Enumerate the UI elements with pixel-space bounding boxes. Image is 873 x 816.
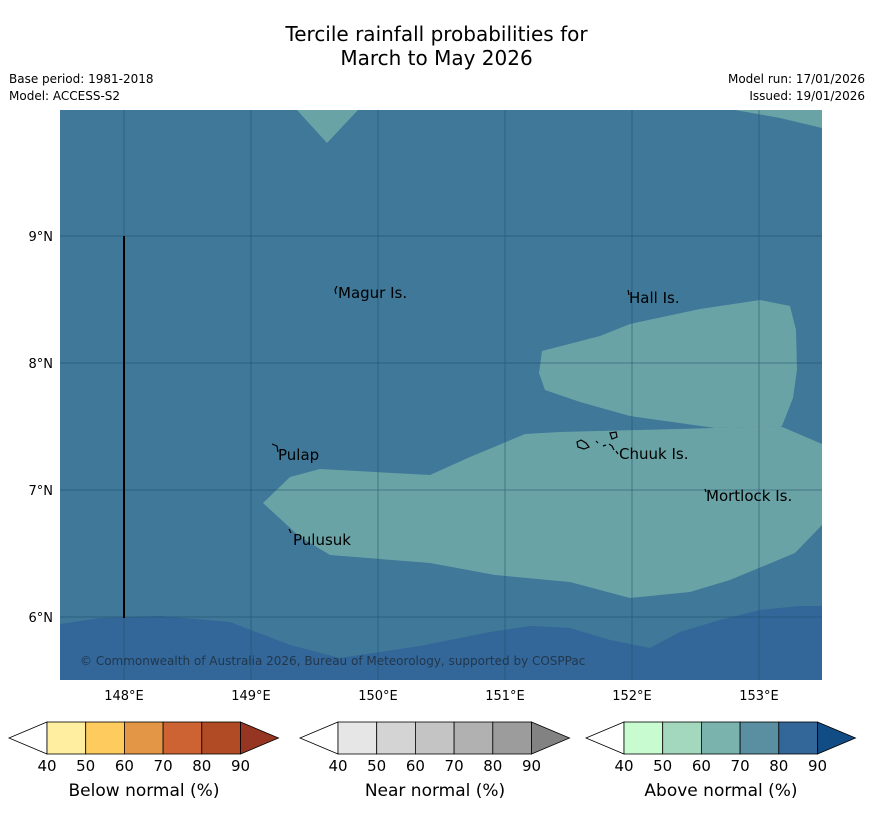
place-mortlock: Mortlock Is. bbox=[706, 487, 792, 505]
title-line-2: March to May 2026 bbox=[340, 46, 533, 70]
lat-tick-9: 9°N bbox=[29, 230, 54, 245]
colorbar-segment bbox=[162, 721, 203, 755]
colorbar-segment bbox=[46, 721, 87, 755]
colorbar-tick-label: 50 bbox=[653, 757, 672, 775]
colorbar-tick-label: 80 bbox=[192, 757, 211, 775]
colorbar-segment bbox=[453, 721, 494, 755]
place-chuuk: Chuuk Is. bbox=[619, 445, 688, 463]
colorbar-extend-high bbox=[531, 721, 571, 755]
colorbar-label-below: Below normal (%) bbox=[68, 781, 220, 801]
issued-date: Issued: 19/01/2026 bbox=[749, 89, 865, 103]
colorbar-segment bbox=[337, 721, 378, 755]
colorbar-tick-label: 60 bbox=[406, 757, 425, 775]
island-chuuk bbox=[576, 431, 619, 455]
lon-tick-153: 153°E bbox=[739, 689, 779, 704]
island-magur bbox=[334, 285, 338, 295]
map-area: Magur Is. Hall Is. Pulap Chuuk Is. Mortl… bbox=[60, 110, 822, 680]
colorbar-tick-label: 80 bbox=[769, 757, 788, 775]
title-line-1: Tercile rainfall probabilities for bbox=[285, 22, 588, 46]
map-title: Tercile rainfall probabilities for March… bbox=[0, 22, 873, 70]
colorbar-tick-label: 60 bbox=[115, 757, 134, 775]
colorbar-tick-label: 40 bbox=[37, 757, 56, 775]
model-run: Model run: 17/01/2026 bbox=[727, 72, 865, 86]
colorbar-tick-label: 70 bbox=[154, 757, 173, 775]
colorbar-tick-label: 90 bbox=[522, 757, 541, 775]
island-pulusuk bbox=[288, 528, 292, 534]
colorbar-extend-high bbox=[240, 721, 280, 755]
island-mortlock bbox=[704, 488, 707, 493]
colorbar-tick-label: 90 bbox=[808, 757, 827, 775]
above-70-region-main bbox=[263, 426, 822, 598]
colorbar-tick-label: 50 bbox=[76, 757, 95, 775]
above-70-patch-topright bbox=[735, 110, 822, 128]
colorbar-near-normal: 40 50 60 70 80 90 bbox=[298, 721, 571, 775]
island-hall bbox=[627, 289, 630, 296]
lon-tick-149: 149°E bbox=[231, 689, 271, 704]
lat-tick-8: 8°N bbox=[29, 357, 54, 372]
gridlines bbox=[60, 110, 822, 680]
colorbar-segment bbox=[414, 721, 455, 755]
place-hall: Hall Is. bbox=[629, 289, 680, 307]
colorbar-segment bbox=[739, 721, 780, 755]
colorbar-segment bbox=[623, 721, 664, 755]
axis-labels: 148°E 149°E 150°E 151°E 152°E 153°E 9°N … bbox=[29, 230, 779, 704]
lon-tick-151: 151°E bbox=[485, 689, 525, 704]
copyright-notice: © Commonwealth of Australia 2026, Bureau… bbox=[80, 654, 585, 668]
colorbar-below-normal: 40 50 60 70 80 90 bbox=[7, 721, 280, 775]
colorbar-label-near: Near normal (%) bbox=[364, 781, 506, 801]
colorbar-tick-label: 80 bbox=[483, 757, 502, 775]
base-period: Base period: 1981-2018 bbox=[9, 72, 154, 86]
colorbar-label-above: Above normal (%) bbox=[644, 781, 798, 801]
colorbar-above-normal: 40 50 60 70 80 90 bbox=[584, 721, 857, 775]
colorbar-segment bbox=[701, 721, 741, 755]
lat-tick-6: 6°N bbox=[29, 611, 54, 626]
colorbar-extend-low bbox=[7, 721, 48, 755]
colorbar-segment bbox=[492, 721, 532, 755]
colorbar-tick-label: 40 bbox=[614, 757, 633, 775]
above-70-region-lobe bbox=[539, 300, 797, 428]
colorbar-tick-label: 60 bbox=[692, 757, 711, 775]
lon-tick-150: 150°E bbox=[358, 689, 398, 704]
colorbar-extend-low bbox=[584, 721, 625, 755]
place-pulap: Pulap bbox=[278, 446, 319, 464]
colorbar-segment bbox=[662, 721, 702, 755]
above-70-patch-top bbox=[297, 110, 358, 143]
islands bbox=[271, 285, 707, 534]
place-pulusuk: Pulusuk bbox=[293, 531, 351, 549]
colorbar-segment bbox=[778, 721, 818, 755]
colorbar-tick-label: 50 bbox=[367, 757, 386, 775]
model-name: Model: ACCESS-S2 bbox=[9, 89, 121, 103]
colorbar-tick-label: 90 bbox=[231, 757, 250, 775]
colorbar-segment bbox=[124, 721, 164, 755]
colorbar-segment bbox=[201, 721, 241, 755]
lat-tick-7: 7°N bbox=[29, 484, 54, 499]
colorbar-segment bbox=[85, 721, 125, 755]
colorbar-tick-label: 70 bbox=[445, 757, 464, 775]
colorbar-tick-label: 40 bbox=[328, 757, 347, 775]
meta-right: Model run: 17/01/2026 Issued: 19/01/2026 bbox=[728, 71, 865, 105]
meta-left: Base period: 1981-2018 Model: ACCESS-S2 bbox=[9, 71, 154, 105]
colorbar-tick-label: 70 bbox=[731, 757, 750, 775]
above-80-region bbox=[60, 606, 822, 680]
place-magur: Magur Is. bbox=[338, 284, 407, 302]
colorbar-segment bbox=[376, 721, 416, 755]
colorbar-extend-low bbox=[298, 721, 339, 755]
lon-tick-148: 148°E bbox=[104, 689, 144, 704]
colorbar-extend-high bbox=[817, 721, 857, 755]
lon-tick-152: 152°E bbox=[612, 689, 652, 704]
island-pulap bbox=[271, 443, 279, 453]
